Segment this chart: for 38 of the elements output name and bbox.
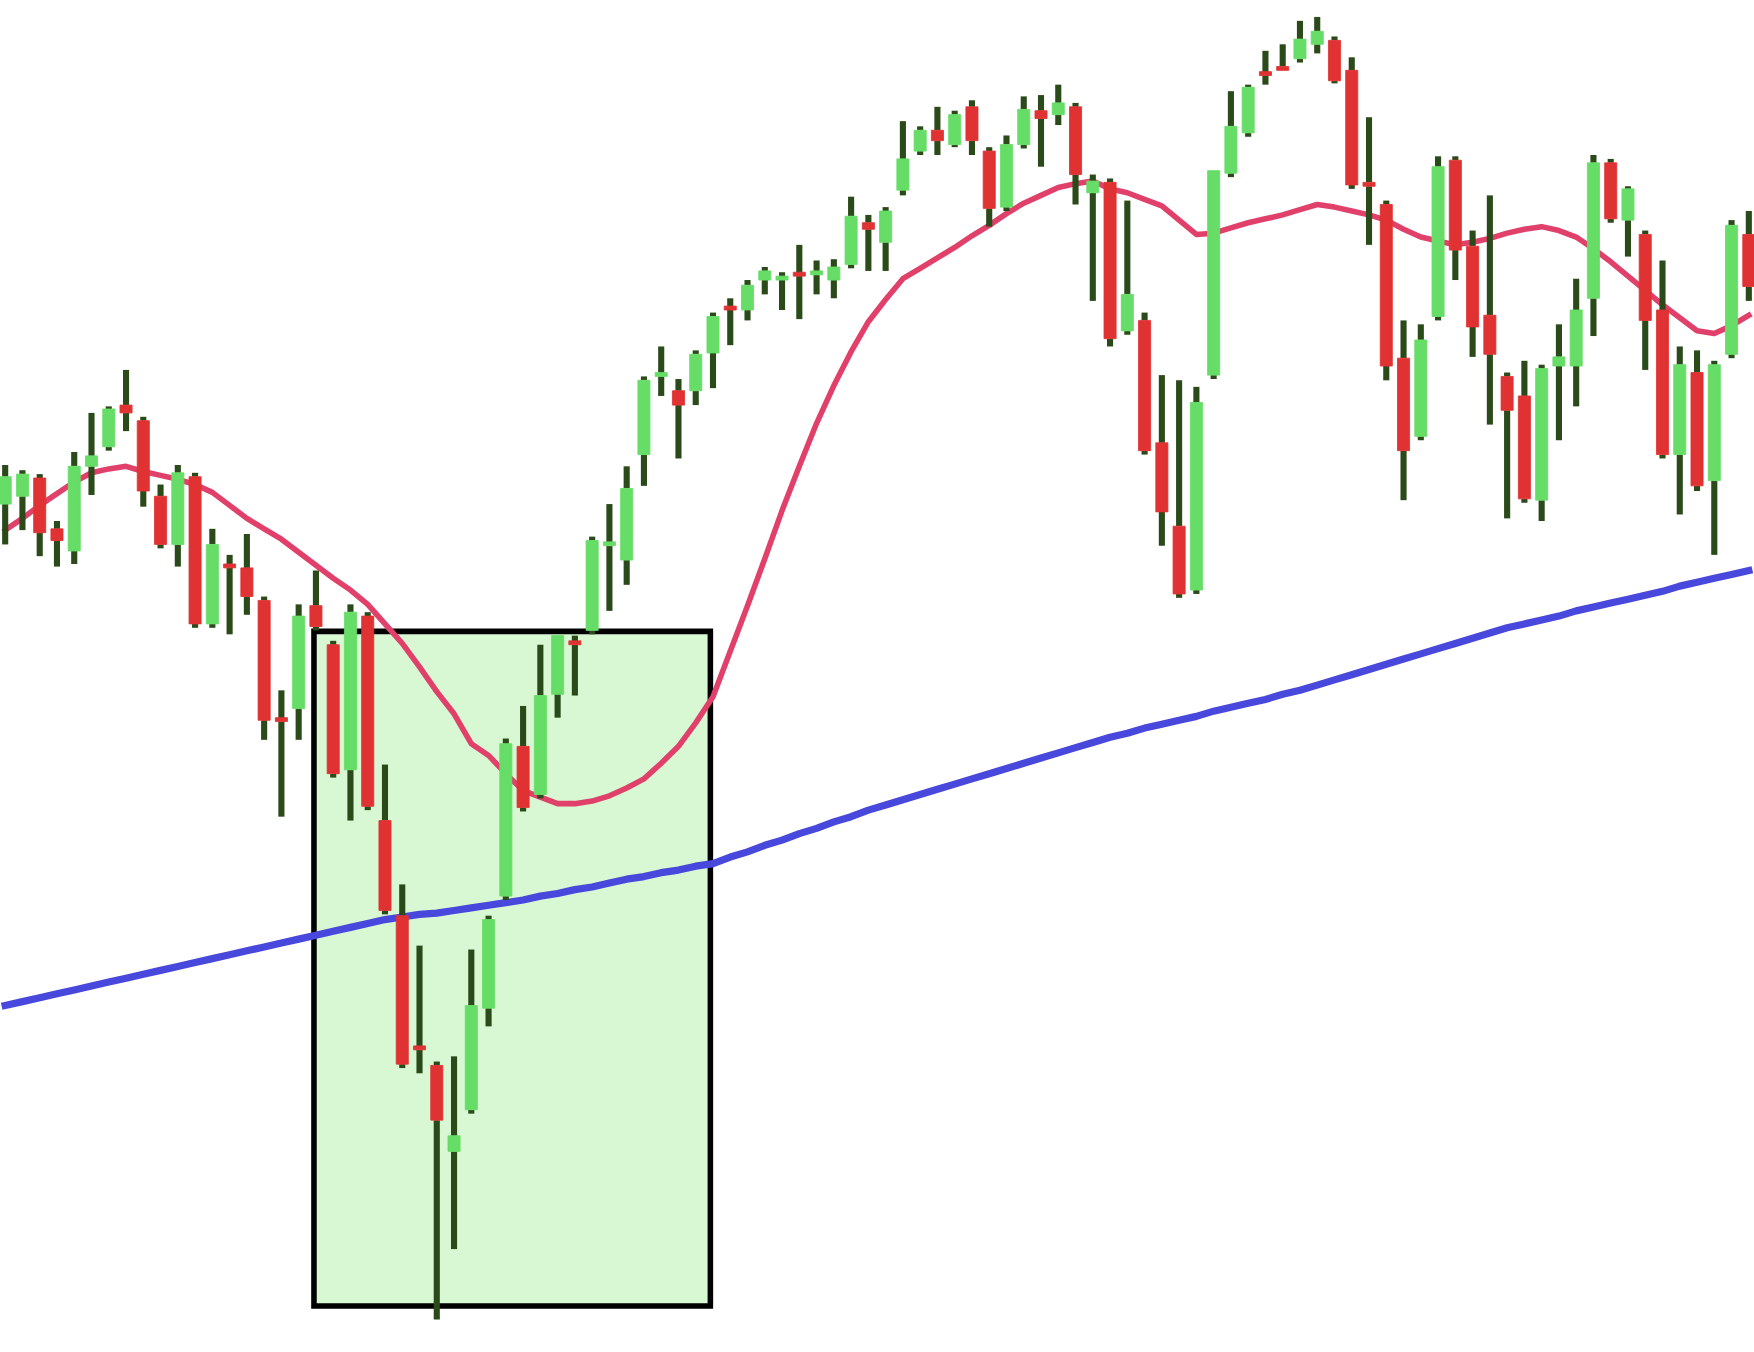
candlestick <box>67 451 81 564</box>
candlestick <box>464 949 478 1114</box>
candlestick <box>1293 20 1307 63</box>
candlestick <box>741 280 754 321</box>
candlestick <box>274 690 288 817</box>
candlestick <box>1034 95 1048 167</box>
candlestick <box>1483 195 1497 425</box>
candlestick <box>85 412 98 495</box>
candlestick <box>343 604 357 821</box>
candlestick <box>1690 350 1704 492</box>
candlestick <box>1120 200 1134 335</box>
candlestick <box>965 100 979 155</box>
candlestick <box>0 464 12 545</box>
candlestick <box>240 534 254 615</box>
candlestick <box>1448 156 1462 281</box>
candlestick <box>930 106 944 155</box>
candlestick <box>1155 375 1169 546</box>
candlestick <box>1673 346 1687 515</box>
candlestick <box>1276 44 1290 71</box>
candlestick <box>413 945 426 1074</box>
candlestick <box>1397 320 1411 501</box>
candlestick <box>792 244 806 320</box>
candlestick <box>1258 50 1272 85</box>
candlestick <box>620 466 634 585</box>
candlestick <box>1466 230 1480 357</box>
candlestick <box>1586 155 1600 337</box>
candlestick <box>637 376 651 486</box>
candlestick <box>1362 117 1376 245</box>
candlestick <box>672 379 685 459</box>
candlestick <box>1051 84 1065 126</box>
candlestick <box>292 604 306 740</box>
candlestick <box>689 350 703 406</box>
candlestick <box>551 635 565 718</box>
candlestick <box>654 346 668 396</box>
candlestick <box>119 369 133 432</box>
candlestick <box>447 1056 461 1250</box>
candlestick <box>602 504 616 611</box>
candlestick <box>1742 211 1754 301</box>
